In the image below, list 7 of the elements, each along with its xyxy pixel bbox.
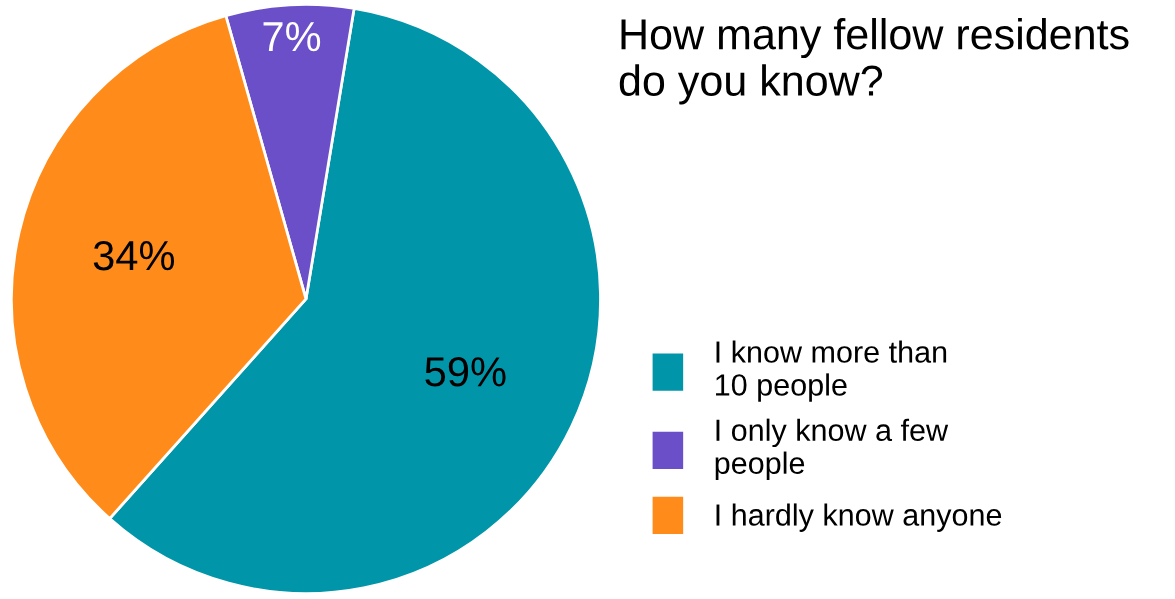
- text: How many fellow residents do you know?: [619, 17, 1129, 105]
- data-label: 59%: [425, 357, 506, 387]
- data-label: 34%: [93, 240, 175, 271]
- data-label: 7%: [263, 22, 321, 52]
- legend-label: I know more than 10 people: [716, 340, 947, 402]
- legend-label: I only know a few people: [715, 418, 949, 481]
- legend-label: I hardly know anyone: [716, 503, 1002, 532]
